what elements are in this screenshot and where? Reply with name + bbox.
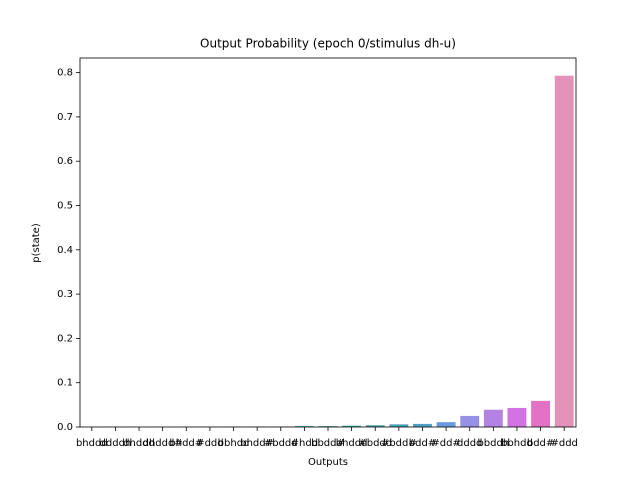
x-tick-label: bbdd#: [311, 438, 345, 449]
bar: [365, 425, 385, 427]
x-tick-label: #ddd: [196, 438, 223, 449]
x-axis-label: Outputs: [308, 457, 348, 468]
chart-title: Output Probability (epoch 0/stimulus dh-…: [200, 37, 456, 51]
x-tick-label: bbhdd: [501, 438, 533, 449]
x-tick-label: #hdd: [291, 438, 318, 449]
y-tick-label: 0.1: [57, 378, 73, 389]
y-tick-label: 0.5: [57, 201, 73, 212]
x-tick-label: ddddh: [100, 438, 132, 449]
x-tick-label: #bdd#: [381, 438, 417, 449]
x-tick-label: #bddd: [358, 438, 392, 449]
x-tick-label: bbhdd: [218, 438, 250, 449]
x-tick-label: dhddd#: [143, 438, 183, 449]
y-tick-label: 0.8: [57, 68, 73, 79]
bar: [531, 400, 551, 427]
x-tick-label: bdd#: [409, 438, 436, 449]
bar: [389, 424, 409, 427]
bar: [413, 423, 432, 427]
x-tick-label: bhdd#: [169, 438, 203, 449]
x-tick-label: dddd: [457, 438, 482, 449]
x-tick-label: bbddh: [477, 438, 509, 449]
y-tick-label: 0.7: [57, 112, 73, 123]
y-tick-label: 0.6: [57, 156, 73, 167]
x-tick-label: dhddd: [123, 438, 155, 449]
bar: [460, 415, 480, 427]
bar: [483, 409, 503, 427]
x-tick-label: bhddd: [336, 438, 368, 449]
plot-frame: [79, 57, 577, 428]
bar: [554, 75, 574, 427]
x-tick-label: bhddd: [76, 438, 108, 449]
y-tick-label: 0.4: [57, 245, 73, 256]
y-tick-label: 0.2: [57, 333, 73, 344]
x-tick-label: bdd#: [527, 438, 554, 449]
x-tick-label: #bddd: [264, 438, 298, 449]
y-tick-label: 0.0: [57, 422, 73, 433]
y-axis-label: p(state): [31, 223, 42, 263]
bar: [318, 426, 338, 427]
bar: [507, 407, 527, 427]
bar: [294, 426, 314, 427]
x-tick-label: #dd#: [431, 438, 460, 449]
x-tick-label: bhdd#: [240, 438, 274, 449]
y-tick-label: 0.3: [57, 289, 73, 300]
bar: [342, 425, 362, 427]
x-tick-label: #ddd: [550, 438, 577, 449]
bar: [436, 422, 456, 427]
